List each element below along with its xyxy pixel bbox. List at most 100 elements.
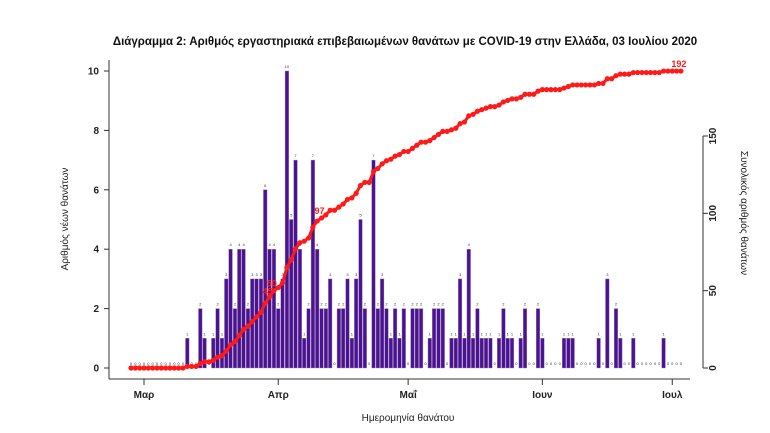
bar — [228, 248, 233, 369]
cumulative-point — [513, 96, 519, 102]
bar-value-label: 0 — [191, 361, 194, 366]
bar — [276, 308, 281, 369]
bar — [354, 278, 359, 369]
bar-value-label: 1 — [498, 331, 501, 336]
bar — [336, 308, 341, 369]
cumulative-point — [552, 87, 558, 93]
chart-title: Διάγραμμα 2: Αριθμός εργαστηριακά επιβεβ… — [113, 36, 697, 48]
cumulative-point — [284, 264, 290, 271]
bar — [440, 308, 445, 369]
bar-value-label: 1 — [481, 331, 484, 336]
cumulative-point — [578, 82, 584, 88]
cumulative-point — [141, 365, 147, 371]
bar-value-label: 0 — [178, 361, 181, 366]
bar — [384, 308, 389, 369]
cumulative-point — [661, 68, 667, 74]
cumulative-annotation: 192 — [671, 59, 686, 69]
cumulative-point — [323, 212, 329, 218]
bar — [618, 338, 623, 369]
bars-group — [185, 70, 666, 369]
bar — [306, 308, 311, 369]
bar-value-label: 1 — [204, 331, 207, 336]
cumulative-point — [604, 76, 610, 82]
cumulative-point — [617, 71, 623, 77]
bar-value-label: 4 — [238, 242, 241, 247]
cumulative-point — [531, 91, 537, 97]
cumulative-point — [266, 294, 273, 300]
bar-value-label: 0 — [649, 361, 652, 366]
bar-value-label: 0 — [407, 361, 410, 366]
bar-value-label: 3 — [260, 272, 263, 277]
bar-value-label: 2 — [437, 302, 440, 307]
y-tick-label: 10 — [88, 67, 100, 78]
cumulative-point — [258, 309, 264, 315]
bar-value-label: 0 — [147, 361, 150, 366]
bar-value-label: 3 — [606, 272, 609, 277]
cumulative-point — [275, 284, 281, 291]
y2-tick-label: 0 — [708, 365, 719, 371]
bar-value-label: 1 — [303, 331, 306, 336]
bar — [475, 308, 480, 369]
bar-value-label: 0 — [641, 361, 644, 366]
bar-value-label: 2 — [342, 302, 345, 307]
bar-value-label: 1 — [450, 331, 453, 336]
bar-value-label: 0 — [554, 361, 557, 366]
bar-value-label: 4 — [468, 242, 471, 247]
cumulative-point — [535, 88, 541, 94]
bar-value-label: 0 — [654, 361, 657, 366]
bar-value-label: 0 — [645, 361, 648, 366]
bar — [605, 278, 610, 369]
cumulative-point — [648, 69, 654, 76]
cumulative-point — [591, 82, 597, 88]
bar-value-label: 0 — [585, 361, 588, 366]
cumulative-point — [444, 128, 450, 134]
bar-value-label: 3 — [329, 272, 332, 277]
bar — [289, 219, 294, 369]
bar — [258, 278, 263, 369]
cumulative-point — [526, 91, 532, 97]
cumulative-point — [379, 161, 385, 167]
cumulative-point — [353, 190, 359, 196]
cumulative-point — [318, 215, 325, 221]
bar-value-label: 0 — [446, 361, 449, 366]
bar-value-label: 0 — [156, 361, 159, 366]
bar-value-label: 0 — [559, 361, 562, 366]
bar-value-label: 1 — [186, 331, 189, 336]
cumulative-point — [366, 179, 372, 185]
y-tick-label: 6 — [93, 185, 99, 196]
bar-value-label: 2 — [433, 302, 436, 307]
cumulative-point — [383, 158, 390, 164]
cumulative-point — [219, 353, 225, 359]
bar-value-label: 5 — [359, 213, 362, 218]
bar-value-label: 0 — [637, 361, 640, 366]
cumulative-point — [483, 105, 489, 111]
bar-value-label: 0 — [589, 361, 592, 366]
cumulative-point — [461, 119, 468, 125]
bar-value-label: 0 — [368, 361, 371, 366]
bar-value-label: 7 — [294, 153, 297, 158]
bar-value-label: 4 — [229, 242, 232, 247]
cumulative-point — [210, 357, 216, 363]
bar-value-label: 0 — [173, 361, 176, 366]
cumulative-point — [292, 246, 299, 252]
cumulative-point — [271, 288, 277, 294]
bar — [202, 338, 207, 369]
bar — [570, 338, 575, 369]
cumulative-point — [643, 69, 649, 76]
cumulative-point — [215, 354, 221, 360]
bar-value-label: 2 — [320, 302, 323, 307]
cumulative-point — [327, 207, 333, 213]
cumulative-point — [496, 102, 502, 108]
cumulative-point — [167, 365, 173, 371]
bar — [224, 278, 229, 369]
bar-value-label: 1 — [662, 331, 665, 336]
bar-value-label: 0 — [593, 361, 596, 366]
y2-axis-title: Συνολικός αριθμός θανάτων — [738, 151, 750, 275]
bar-value-label: 2 — [524, 302, 527, 307]
cumulative-point — [622, 71, 628, 77]
bar-value-label: 0 — [152, 361, 155, 366]
cumulative-point — [405, 148, 411, 155]
bar-value-label: 2 — [615, 302, 618, 307]
cumulative-point — [418, 139, 424, 145]
bar-value-label: 2 — [307, 302, 310, 307]
